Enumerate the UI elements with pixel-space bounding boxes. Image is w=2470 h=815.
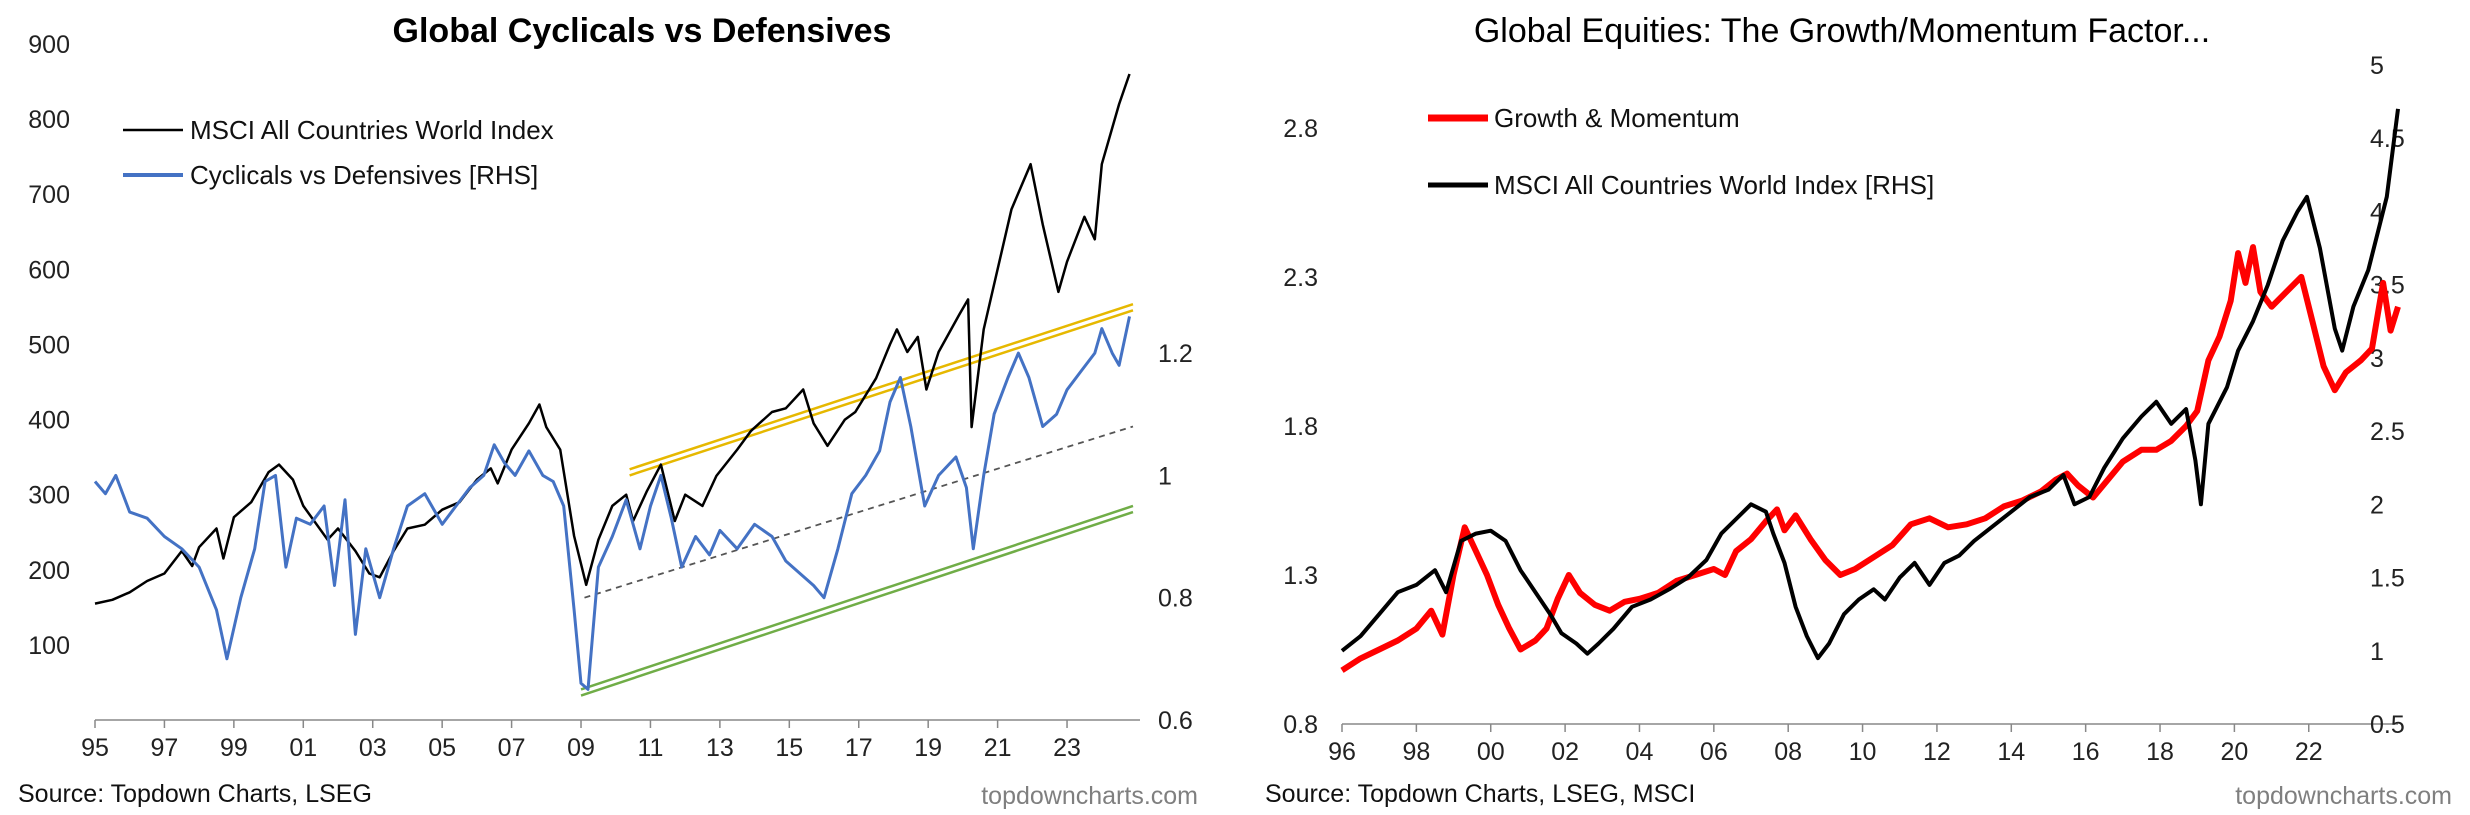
watermark: topdowncharts.com bbox=[981, 782, 1198, 810]
x-tick-label: 98 bbox=[1402, 738, 1430, 766]
y-tick-label-left: 1.3 bbox=[1283, 562, 1318, 590]
y-axis-right-ticks: 0.6 0.8 1 1.2 bbox=[1158, 340, 1193, 735]
x-tick-label: 18 bbox=[2146, 738, 2174, 766]
x-tick-label: 15 bbox=[775, 734, 803, 762]
y-tick-label-left: 2.3 bbox=[1283, 264, 1318, 292]
x-tick-label: 09 bbox=[567, 734, 595, 762]
x-axis-ticks: 95 97 99 01 03 05 07 09 11 13 15 17 19 21 23 bbox=[81, 720, 1081, 762]
x-tick-label: 06 bbox=[1700, 738, 1728, 766]
legend-label-msci: MSCI All Countries World Index [RHS] bbox=[1494, 170, 1934, 200]
x-tick-label: 02 bbox=[1551, 738, 1579, 766]
x-tick-label: 96 bbox=[1328, 738, 1356, 766]
x-tick-label: 10 bbox=[1849, 738, 1877, 766]
legend: MSCI All Countries World Index Cyclicals… bbox=[123, 115, 554, 190]
y-tick-label-left: 700 bbox=[28, 181, 70, 209]
x-tick-label: 07 bbox=[498, 734, 526, 762]
y-tick-label-right: 1 bbox=[1158, 462, 1172, 490]
x-tick-label: 03 bbox=[359, 734, 387, 762]
y-tick-label-left: 900 bbox=[28, 31, 70, 59]
x-tick-label: 23 bbox=[1053, 734, 1081, 762]
y-tick-label-right: 4.5 bbox=[2370, 125, 2405, 153]
x-tick-label: 22 bbox=[2295, 738, 2323, 766]
y-tick-label-right: 0.6 bbox=[1158, 707, 1193, 735]
source-note: Source: Topdown Charts, LSEG, MSCI bbox=[1265, 780, 1695, 808]
y-tick-label-right: 0.8 bbox=[1158, 585, 1193, 613]
y-tick-label-left: 200 bbox=[28, 557, 70, 585]
trend-channel-lines bbox=[580, 302, 1134, 697]
x-tick-label: 04 bbox=[1626, 738, 1654, 766]
y-tick-label-left: 400 bbox=[28, 407, 70, 435]
annotation-channel-top bbox=[629, 309, 1134, 477]
chart-growth-momentum: Global Equities: The Growth/Momentum Fac… bbox=[1265, 12, 2452, 810]
x-tick-label: 12 bbox=[1923, 738, 1951, 766]
y-tick-label-right: 0.5 bbox=[2370, 711, 2405, 739]
x-tick-label: 20 bbox=[2220, 738, 2248, 766]
y-tick-label-right: 1.2 bbox=[1158, 340, 1193, 368]
legend: Growth & Momentum MSCI All Countries Wor… bbox=[1428, 103, 1934, 200]
y-tick-label-left: 300 bbox=[28, 482, 70, 510]
x-tick-label: 14 bbox=[1997, 738, 2025, 766]
x-tick-label: 21 bbox=[984, 734, 1012, 762]
y-axis-right-ticks: 0.511.522.533.544.55 bbox=[2370, 52, 2405, 739]
watermark: topdowncharts.com bbox=[2235, 782, 2452, 810]
y-tick-label-right: 1 bbox=[2370, 638, 2384, 666]
y-tick-label-left: 600 bbox=[28, 256, 70, 284]
legend-label-msci: MSCI All Countries World Index bbox=[190, 115, 554, 145]
series-line-msci-all-countries-world-index-rhs bbox=[1340, 108, 2400, 661]
x-tick-label: 97 bbox=[151, 734, 179, 762]
source-note: Source: Topdown Charts, LSEG bbox=[18, 780, 372, 808]
y-axis-left-ticks: 100 200 300 400 500 600 700 800 900 bbox=[28, 31, 70, 660]
legend-label-cyclicals: Cyclicals vs Defensives [RHS] bbox=[190, 160, 538, 190]
x-tick-label: 05 bbox=[428, 734, 456, 762]
annotation-channel-bottom bbox=[580, 510, 1134, 697]
x-tick-label: 19 bbox=[914, 734, 942, 762]
x-axis-ticks: 96 98 00 02 04 06 08 10 12 14 16 18 20 22 bbox=[1328, 724, 2323, 766]
chart-cyclicals-vs-defensives: Global Cyclicals vs Defensives 100 200 300… bbox=[18, 12, 1198, 810]
y-tick-label-left: 100 bbox=[28, 632, 70, 660]
y-tick-label-right: 2.5 bbox=[2370, 418, 2405, 446]
y-tick-label-left: 1.8 bbox=[1283, 413, 1318, 441]
legend-label-growth: Growth & Momentum bbox=[1494, 103, 1740, 133]
x-tick-label: 11 bbox=[637, 734, 663, 762]
x-tick-label: 01 bbox=[289, 734, 317, 762]
y-tick-label-right: 3 bbox=[2370, 345, 2384, 373]
y-tick-label-left: 800 bbox=[28, 106, 70, 134]
x-tick-label: 08 bbox=[1774, 738, 1802, 766]
y-tick-label-left: 500 bbox=[28, 331, 70, 359]
annotation-channel-top-2 bbox=[629, 302, 1134, 471]
series-lines bbox=[93, 73, 1131, 691]
y-tick-label-right: 1.5 bbox=[2370, 565, 2405, 593]
x-tick-label: 95 bbox=[81, 734, 109, 762]
y-axis-left-ticks: 0.8 1.3 1.8 2.3 2.8 bbox=[1283, 115, 1318, 739]
x-tick-label: 99 bbox=[220, 734, 248, 762]
series-line-growth-momentum bbox=[1340, 244, 2401, 673]
x-tick-label: 17 bbox=[845, 734, 873, 762]
annotation-trend-mid bbox=[584, 425, 1134, 599]
y-tick-label-left: 0.8 bbox=[1283, 711, 1318, 739]
x-tick-label: 13 bbox=[706, 734, 734, 762]
series-lines bbox=[1340, 108, 2401, 673]
series-line-msci-all-countries-world-index bbox=[94, 73, 1131, 605]
y-tick-label-right: 5 bbox=[2370, 52, 2384, 80]
chart-title: Global Cyclicals vs Defensives bbox=[393, 12, 892, 50]
y-tick-label-left: 2.8 bbox=[1283, 115, 1318, 143]
chart-title: Global Equities: The Growth/Momentum Fac… bbox=[1474, 12, 2210, 50]
series-line-cyclicals-vs-defensives-rhs bbox=[93, 316, 1131, 691]
y-tick-label-right: 2 bbox=[2370, 491, 2384, 519]
x-tick-label: 00 bbox=[1477, 738, 1505, 766]
annotation-channel-bottom-2 bbox=[580, 504, 1134, 691]
x-tick-label: 16 bbox=[2072, 738, 2100, 766]
